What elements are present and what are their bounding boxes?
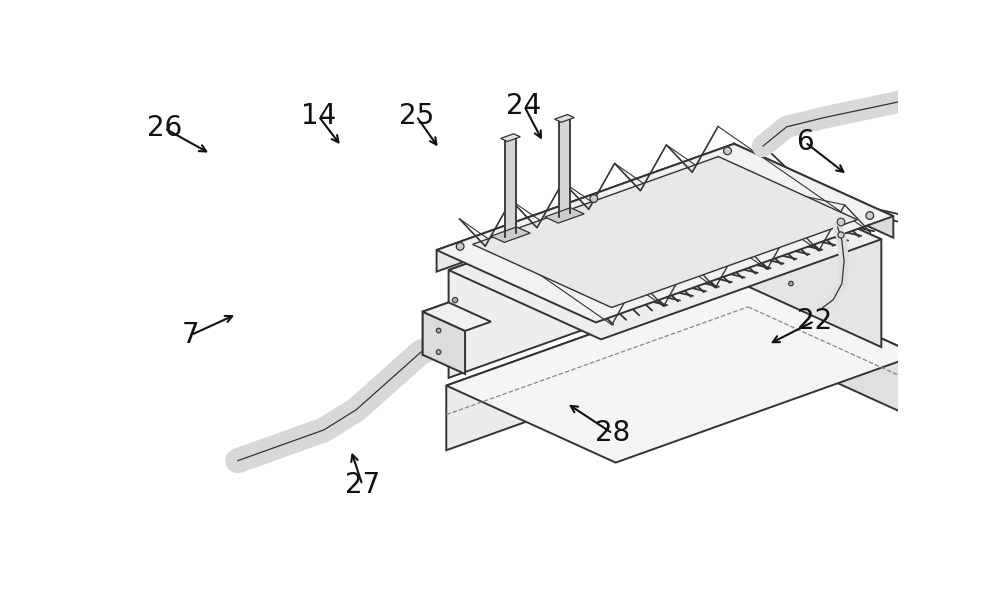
Polygon shape [423, 302, 449, 355]
Circle shape [837, 218, 845, 226]
Polygon shape [491, 227, 530, 243]
Circle shape [436, 350, 441, 354]
Polygon shape [555, 114, 574, 122]
Polygon shape [734, 144, 893, 238]
Polygon shape [423, 302, 491, 331]
Circle shape [436, 328, 441, 333]
Polygon shape [473, 157, 857, 308]
Polygon shape [423, 312, 465, 374]
Circle shape [789, 282, 793, 286]
Text: 14: 14 [301, 102, 336, 130]
Text: 27: 27 [345, 471, 380, 499]
Circle shape [838, 232, 844, 238]
Polygon shape [446, 278, 918, 463]
Circle shape [452, 297, 458, 303]
Polygon shape [446, 278, 748, 451]
Text: 24: 24 [506, 92, 542, 120]
Text: 26: 26 [147, 114, 182, 142]
Polygon shape [505, 136, 516, 237]
Circle shape [724, 147, 731, 154]
Polygon shape [748, 278, 918, 420]
Text: 7: 7 [182, 321, 199, 349]
Circle shape [456, 243, 464, 250]
Text: 28: 28 [595, 420, 630, 447]
Circle shape [452, 347, 458, 353]
Circle shape [866, 212, 874, 219]
Polygon shape [545, 208, 584, 223]
Polygon shape [437, 144, 734, 272]
Polygon shape [437, 144, 893, 322]
Text: 22: 22 [797, 307, 832, 335]
Polygon shape [729, 170, 881, 347]
Polygon shape [559, 117, 570, 217]
Text: 6: 6 [796, 128, 814, 156]
Polygon shape [449, 170, 729, 378]
Polygon shape [501, 134, 520, 142]
Polygon shape [449, 170, 881, 339]
Text: 25: 25 [399, 102, 434, 130]
Circle shape [590, 195, 598, 202]
